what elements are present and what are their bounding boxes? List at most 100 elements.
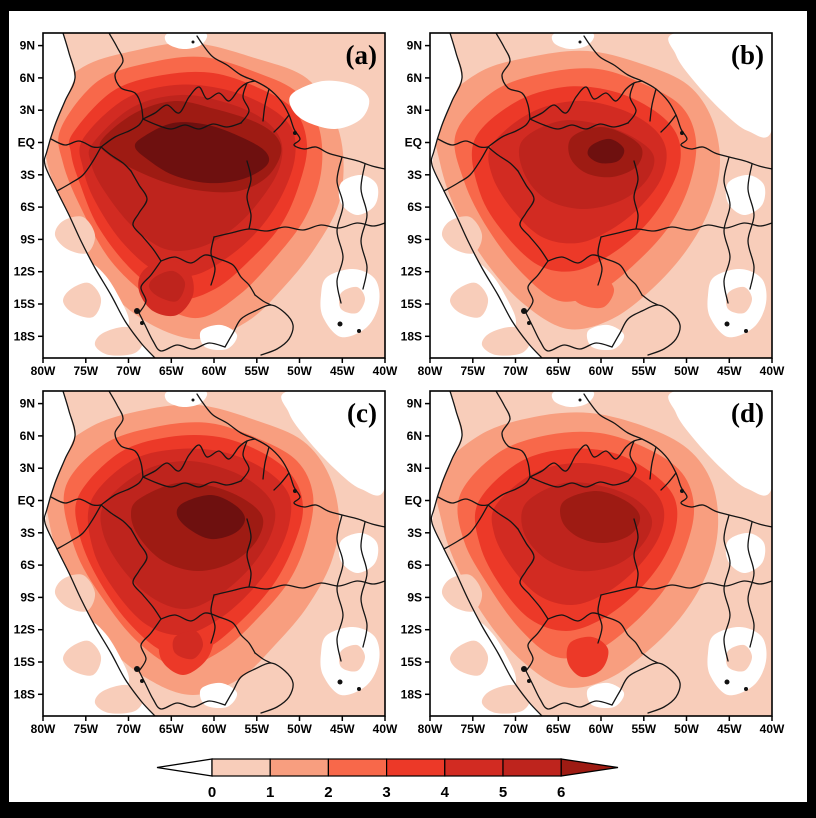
- lat-tick-label: 3N: [407, 461, 422, 475]
- country-borders: [43, 391, 385, 716]
- lon-tick-label: 45W: [330, 364, 355, 378]
- panel-label-d: (d): [731, 398, 764, 428]
- contour-fill: [176, 494, 245, 540]
- lat-tick-label: 6N: [407, 71, 422, 85]
- lat-tick-label: 9S: [407, 232, 422, 246]
- lat-tick-label: 12S: [401, 623, 422, 637]
- lat-tick-label: 9N: [407, 397, 422, 411]
- lon-tick-label: 70W: [503, 364, 528, 378]
- lat-tick-label: 3N: [20, 461, 35, 475]
- lon-tick-label: 50W: [674, 364, 699, 378]
- lat-tick-label: 18S: [14, 687, 35, 701]
- panel-label-b: (b): [731, 40, 764, 70]
- lat-tick-label: 3N: [20, 103, 35, 117]
- panel-label-a: (a): [346, 40, 377, 70]
- contour-fills: [43, 33, 385, 358]
- lat-tick-label: 6N: [20, 429, 35, 443]
- colorbar-right-arrow: [560, 758, 619, 777]
- lon-tick-label: 80W: [31, 722, 56, 736]
- panel-d: 9N 6N 3N EQ 3S 6S 9S 12S 15S 18S 80W 75W 70W 65W 60W 55…: [396, 381, 792, 743]
- panel-c: 9N 6N 3N EQ 3S 6S 9S 12S 15S 18S 80W 75W 70W 65W 60W 55…: [9, 381, 405, 743]
- lat-tick-label: 15S: [14, 655, 35, 669]
- colorbar-segment: [211, 758, 271, 777]
- lon-tick-label: 75W: [73, 364, 98, 378]
- lon-tick-label: 65W: [546, 364, 571, 378]
- lat-tick-label: 6S: [20, 200, 35, 214]
- lat-tick-label: 15S: [14, 297, 35, 311]
- contour-fill: [148, 270, 186, 302]
- lat-tick-label: 18S: [401, 687, 422, 701]
- lon-tick-label: 50W: [287, 364, 312, 378]
- colorbar-segment: [386, 758, 446, 777]
- lon-tick-label: 70W: [116, 364, 141, 378]
- lon-tick-label: 80W: [31, 364, 56, 378]
- lat-tick-label: 3S: [407, 526, 422, 540]
- colorbar-tick-label: 0: [208, 784, 216, 801]
- colorbar: 0 1 2 3 4 5 6: [155, 756, 620, 808]
- lon-tick-label: 40W: [373, 364, 398, 378]
- lat-tick-label: 6S: [407, 558, 422, 572]
- lat-tick-label: 15S: [401, 655, 422, 669]
- panel-a: 9N 6N 3N EQ 3S 6S 9S 12S 15S 18S 80W 75W 70W 65W 60W 55…: [9, 23, 405, 385]
- lat-tick-label: 12S: [14, 265, 35, 279]
- contour-fills: [430, 391, 772, 716]
- country-borders: [430, 33, 772, 358]
- map-a-svg: 9N 6N 3N EQ 3S 6S 9S 12S 15S 18S 80W 75W 70W 65W 60W 55…: [14, 32, 398, 378]
- lon-tick-label: 45W: [330, 722, 355, 736]
- map-d-svg: 9N 6N 3N EQ 3S 6S 9S 12S 15S 18S 80W 75W 70W 65W 60W 55…: [401, 390, 785, 736]
- lat-tick-label: 6N: [20, 71, 35, 85]
- colorbar-segment: [327, 758, 388, 777]
- lat-tick-label: 3S: [407, 168, 422, 182]
- lat-tick-label: 6S: [20, 558, 35, 572]
- colorbar-tick-label: 1: [266, 784, 274, 801]
- lon-tick-label: 75W: [460, 722, 485, 736]
- lon-tick-label: 70W: [503, 722, 528, 736]
- lat-tick-label: EQ: [405, 494, 422, 508]
- lat-tick-label: 3N: [407, 103, 422, 117]
- lat-tick-label: EQ: [405, 136, 422, 150]
- lat-tick-label: 3S: [20, 526, 35, 540]
- panel-label-c: (c): [347, 398, 377, 428]
- lon-tick-label: 65W: [546, 722, 571, 736]
- lat-tick-label: 9N: [20, 39, 35, 53]
- lat-tick-label: EQ: [18, 494, 35, 508]
- lat-tick-label: 9N: [20, 397, 35, 411]
- colorbar-left-arrow: [156, 758, 213, 777]
- lat-tick-label: 18S: [14, 329, 35, 343]
- lat-tick-label: 6N: [407, 429, 422, 443]
- lon-tick-label: 75W: [460, 364, 485, 378]
- lon-tick-label: 45W: [717, 722, 742, 736]
- colorbar-tick-label: 4: [441, 784, 450, 801]
- lat-tick-label: 9N: [407, 39, 422, 53]
- lat-tick-label: 6S: [407, 200, 422, 214]
- lon-tick-label: 45W: [717, 364, 742, 378]
- lat-tick-label: 18S: [401, 329, 422, 343]
- colorbar-segment: [502, 758, 562, 777]
- colorbar-tick-label: 6: [557, 784, 565, 801]
- lon-tick-label: 55W: [631, 722, 656, 736]
- contour-fill: [172, 630, 204, 660]
- lon-tick-label: 60W: [202, 364, 227, 378]
- lon-tick-label: 50W: [674, 722, 699, 736]
- lon-tick-label: 55W: [244, 722, 269, 736]
- panel-b: 9N 6N 3N EQ 3S 6S 9S 12S 15S 18S 80W 75W 70W 65W 60W 55…: [396, 23, 792, 385]
- lat-tick-label: EQ: [18, 136, 35, 150]
- lon-tick-label: 70W: [116, 722, 141, 736]
- lon-tick-label: 60W: [589, 364, 614, 378]
- lon-tick-label: 80W: [418, 722, 443, 736]
- lat-tick-label: 3S: [20, 168, 35, 182]
- lat-tick-label: 12S: [14, 623, 35, 637]
- lon-tick-label: 60W: [202, 722, 227, 736]
- colorbar-segment: [444, 758, 504, 777]
- colorbar-tick-label: 3: [382, 784, 390, 801]
- country-borders: [430, 391, 772, 716]
- lon-tick-label: 75W: [73, 722, 98, 736]
- lon-tick-label: 55W: [631, 364, 656, 378]
- colorbar-segment: [269, 758, 329, 777]
- lon-tick-label: 65W: [159, 722, 184, 736]
- lat-tick-label: 9S: [20, 590, 35, 604]
- lat-tick-label: 15S: [401, 297, 422, 311]
- contour-fill: [566, 636, 609, 678]
- lon-tick-label: 60W: [589, 722, 614, 736]
- figure-page: 9N 6N 3N EQ 3S 6S 9S 12S 15S 18S 80W 75W 70W 65W 60W 55…: [9, 11, 807, 802]
